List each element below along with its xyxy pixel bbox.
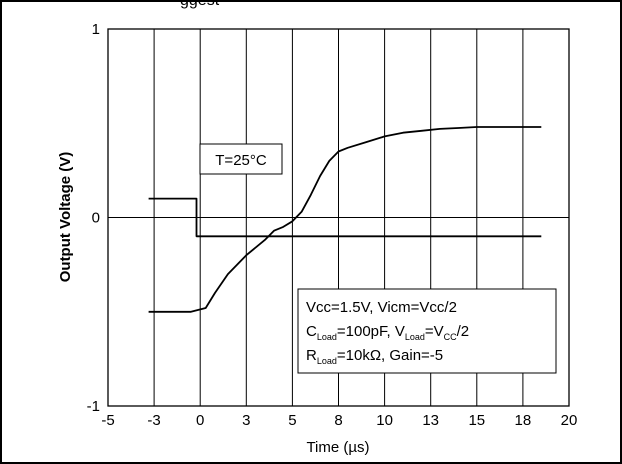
y-tick-label: 0 bbox=[92, 210, 100, 227]
y-axis-label: Output Voltage (V) bbox=[57, 152, 74, 283]
conditions-line-1: Vcc=1.5V, Vicm=Vcc/2 bbox=[306, 299, 457, 316]
x-tick-label: 0 bbox=[196, 412, 204, 429]
series-lines bbox=[148, 126, 542, 313]
series-line-2 bbox=[148, 126, 542, 313]
series-line-1 bbox=[148, 197, 542, 238]
conditions-box: Vcc=1.5V, Vicm=Vcc/2 CLoad=100pF, VLoad=… bbox=[297, 288, 557, 374]
plot-area-border bbox=[107, 28, 570, 407]
x-tick-label: 13 bbox=[422, 412, 439, 429]
temperature-label: T=25°C bbox=[215, 152, 267, 169]
x-tick-label: 20 bbox=[561, 412, 578, 429]
tick-labels: -5 -3 0 3 5 8 10 13 15 18 20 -1 0 1 bbox=[87, 21, 578, 429]
conditions-line-2: CLoad=100pF, VLoad=VCC/2 bbox=[306, 323, 469, 342]
x-tick-label: 10 bbox=[376, 412, 393, 429]
x-tick-label: 3 bbox=[242, 412, 250, 429]
conditions-line-3: RLoad=10kΩ, Gain=-5 bbox=[306, 347, 443, 366]
x-tick-label: 18 bbox=[515, 412, 532, 429]
y-tick-label: 1 bbox=[92, 21, 100, 38]
temperature-box: T=25°C bbox=[199, 143, 283, 175]
x-tick-label: 15 bbox=[468, 412, 485, 429]
x-tick-label: -5 bbox=[101, 412, 114, 429]
x-tick-label: 5 bbox=[288, 412, 296, 429]
header-partial-text: ggest bbox=[180, 0, 220, 9]
x-axis-label: Time (µs) bbox=[306, 439, 369, 456]
y-tick-label: -1 bbox=[87, 398, 100, 415]
x-tick-label: -3 bbox=[147, 412, 160, 429]
x-tick-label: 8 bbox=[334, 412, 342, 429]
